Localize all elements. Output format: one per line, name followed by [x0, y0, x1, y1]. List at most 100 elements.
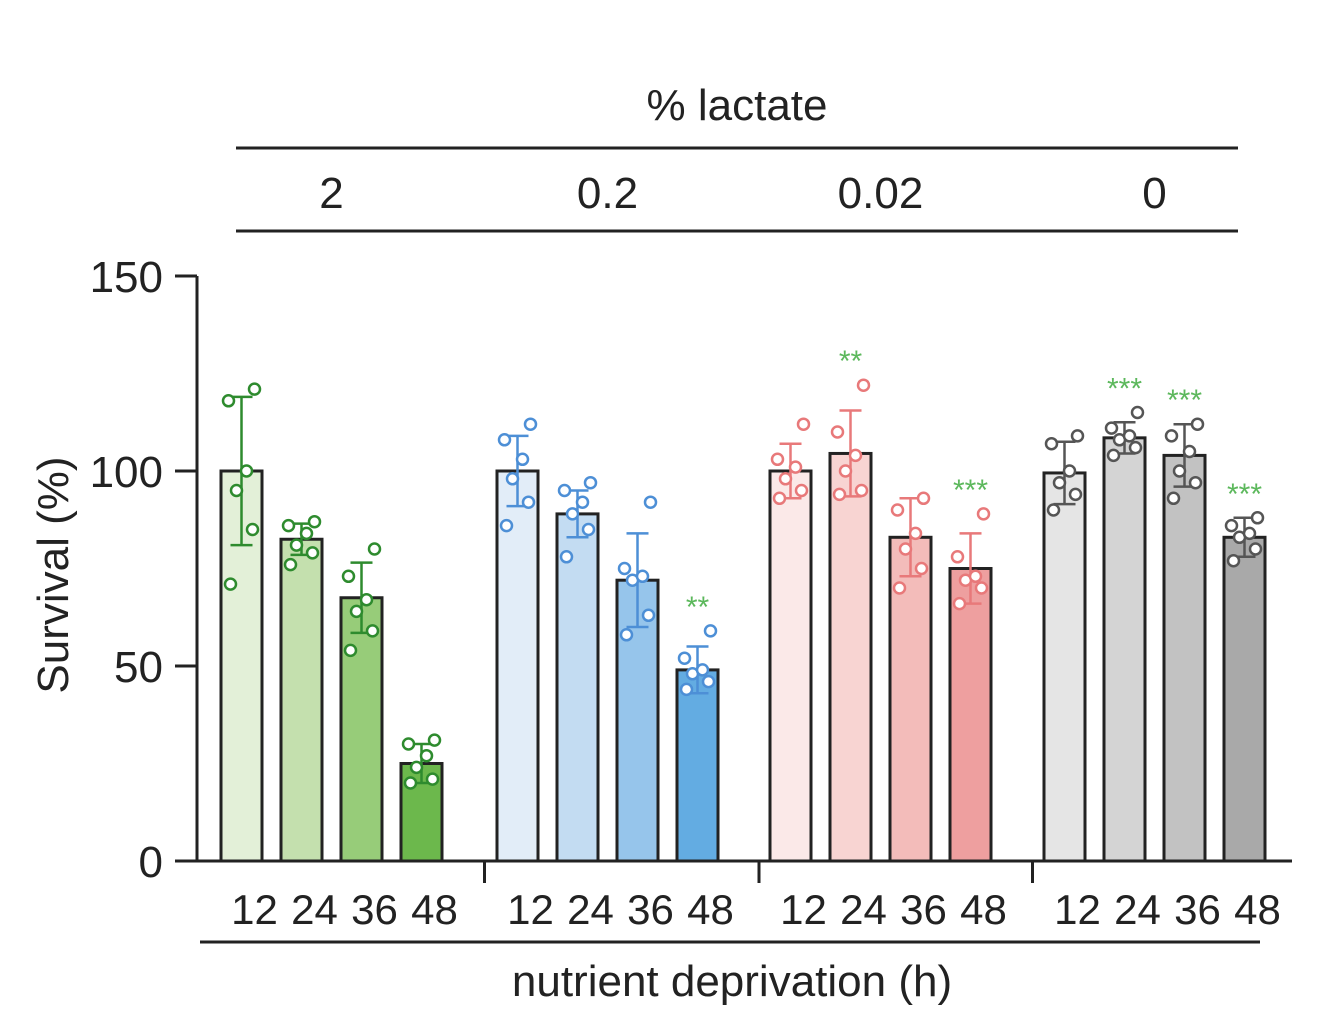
data-point	[581, 522, 596, 537]
x-tick-label: 12	[780, 886, 827, 933]
x-tick-label: 36	[900, 886, 947, 933]
data-point	[425, 772, 440, 786]
data-point	[505, 472, 520, 486]
data-point	[830, 425, 845, 439]
significance-label: ***	[1167, 384, 1202, 417]
data-point	[497, 433, 512, 447]
data-point	[619, 628, 634, 642]
bar	[828, 451, 873, 863]
y-tick-label: 0	[139, 838, 163, 887]
data-point	[245, 522, 260, 537]
x-tick-label: 24	[291, 886, 338, 933]
data-point	[772, 491, 787, 506]
data-point	[1106, 448, 1121, 463]
data-point	[559, 550, 574, 564]
data-point	[229, 483, 244, 498]
group-label: 0.2	[577, 169, 638, 218]
data-point	[968, 569, 983, 584]
data-point	[1070, 429, 1085, 443]
data-point	[1046, 503, 1061, 517]
data-point	[898, 542, 913, 556]
data-point	[1242, 526, 1257, 541]
x-tick-label: 48	[687, 886, 734, 933]
data-point	[974, 581, 989, 595]
x-tick-label: 12	[1054, 886, 1101, 933]
data-point	[788, 460, 803, 474]
data-point	[1044, 436, 1059, 451]
data-point	[1122, 429, 1137, 443]
bar	[768, 469, 813, 863]
data-point	[643, 495, 658, 509]
data-point	[523, 417, 538, 431]
bar	[1042, 471, 1087, 863]
data-point	[838, 464, 853, 478]
data-point	[307, 514, 322, 529]
data-point	[359, 592, 374, 607]
bar	[495, 469, 540, 863]
data-point	[1188, 475, 1203, 490]
data-point	[1226, 553, 1241, 568]
data-point	[565, 507, 580, 521]
data-point	[679, 682, 694, 697]
y-axis-label: Survival (%)	[29, 456, 78, 693]
x-tick-label: 12	[507, 886, 554, 933]
group-label: 2	[319, 169, 343, 218]
data-point	[677, 651, 692, 665]
bar	[279, 537, 324, 863]
data-point	[343, 643, 358, 658]
group-label: 0.02	[838, 169, 924, 218]
top-label: % lactate	[647, 81, 828, 130]
data-point	[365, 624, 380, 638]
data-point	[892, 581, 907, 595]
data-point	[1250, 511, 1265, 525]
x-tick-label: 12	[231, 886, 278, 933]
data-point	[281, 518, 296, 533]
data-point	[299, 526, 314, 541]
data-point	[289, 538, 304, 552]
y-tick-label: 50	[114, 643, 163, 692]
bar	[675, 668, 720, 863]
data-point	[1172, 464, 1187, 478]
data-point	[239, 464, 254, 478]
data-point	[916, 491, 931, 506]
data-point	[367, 542, 382, 556]
data-point	[1248, 542, 1263, 556]
data-point	[223, 577, 238, 591]
data-point	[890, 503, 905, 517]
data-point	[1164, 429, 1179, 443]
data-point	[583, 475, 598, 490]
data-point	[635, 569, 650, 584]
data-point	[1062, 464, 1077, 478]
data-point	[1104, 421, 1119, 435]
y-tick-label: 100	[90, 448, 163, 497]
x-tick-label: 48	[960, 886, 1007, 933]
data-point	[617, 561, 632, 576]
bar	[339, 596, 384, 863]
x-tick-label: 24	[1114, 886, 1161, 933]
data-point	[349, 604, 364, 619]
bar	[1102, 436, 1147, 863]
data-point	[1166, 491, 1181, 506]
x-tick-label: 36	[627, 886, 674, 933]
data-point	[695, 663, 710, 677]
bar	[948, 567, 993, 863]
significance-label: ***	[1107, 373, 1142, 406]
data-point	[796, 417, 811, 431]
data-point	[1130, 405, 1145, 420]
bar	[1222, 535, 1267, 863]
data-point	[409, 760, 424, 775]
data-point	[557, 483, 572, 498]
data-point	[499, 518, 514, 533]
data-point	[1224, 518, 1239, 533]
data-point	[854, 483, 869, 498]
data-point	[856, 378, 871, 392]
data-point	[778, 472, 793, 486]
group-label: 0	[1142, 169, 1166, 218]
data-point	[914, 561, 929, 576]
x-axis-label: nutrient deprivation (h)	[512, 957, 952, 1006]
data-point	[1128, 440, 1143, 455]
data-point	[1182, 444, 1197, 459]
y-tick-label: 150	[90, 253, 163, 302]
data-point	[1068, 487, 1083, 502]
